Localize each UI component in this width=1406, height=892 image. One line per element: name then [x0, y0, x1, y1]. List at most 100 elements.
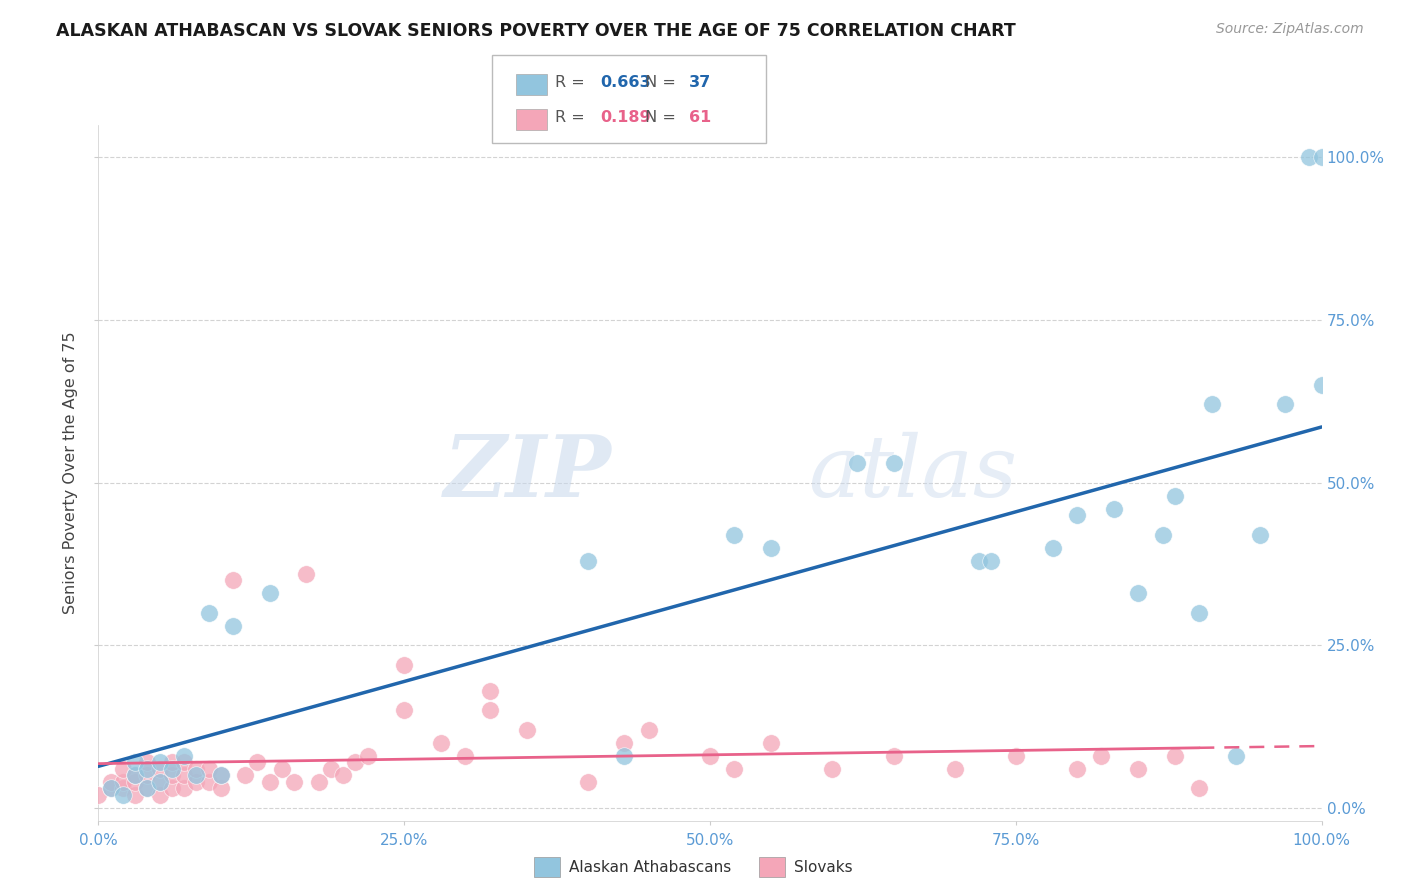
Point [259, 774, 281, 789]
Point [638, 723, 661, 737]
Point [111, 774, 134, 789]
Text: ALASKAN ATHABASCAN VS SLOVAK SENIORS POVERTY OVER THE AGE OF 75 CORRELATION CHAR: ALASKAN ATHABASCAN VS SLOVAK SENIORS POV… [56, 22, 1017, 40]
Point [136, 762, 159, 776]
Point [943, 762, 966, 776]
Point [344, 755, 367, 769]
Point [1042, 541, 1064, 555]
Point [136, 755, 159, 769]
Point [100, 781, 122, 796]
Point [283, 774, 305, 789]
Point [478, 683, 501, 698]
Text: N =: N = [640, 75, 676, 90]
Point [222, 618, 245, 632]
Point [1188, 781, 1211, 796]
Point [1298, 150, 1320, 164]
Text: R =: R = [555, 111, 585, 125]
Point [967, 553, 990, 567]
Text: 61: 61 [689, 111, 711, 125]
Point [1188, 606, 1211, 620]
Point [149, 774, 172, 789]
Point [883, 748, 905, 763]
Point [980, 553, 1002, 567]
Point [111, 762, 134, 776]
Point [1004, 748, 1026, 763]
Point [209, 768, 232, 782]
Point [197, 606, 219, 620]
Point [124, 755, 146, 769]
Point [454, 748, 477, 763]
Text: 0.189: 0.189 [600, 111, 651, 125]
Point [1274, 397, 1296, 411]
Text: ZIP: ZIP [444, 431, 612, 515]
Y-axis label: Seniors Poverty Over the Age of 75: Seniors Poverty Over the Age of 75 [63, 332, 79, 614]
Point [173, 781, 195, 796]
Point [478, 703, 501, 717]
Point [1164, 748, 1187, 763]
Text: atlas: atlas [808, 432, 1017, 514]
Point [149, 774, 172, 789]
Text: Slovaks: Slovaks [794, 860, 853, 874]
Point [100, 774, 122, 789]
Text: 0.663: 0.663 [600, 75, 651, 90]
Point [186, 762, 208, 776]
Point [87, 788, 110, 802]
Point [136, 768, 159, 782]
Point [319, 762, 342, 776]
Point [270, 762, 294, 776]
Point [1152, 527, 1174, 541]
Point [723, 527, 745, 541]
Point [332, 768, 354, 782]
Point [173, 768, 195, 782]
Point [821, 762, 844, 776]
Point [392, 703, 416, 717]
Point [308, 774, 330, 789]
Point [883, 456, 905, 470]
Point [761, 541, 783, 555]
Point [160, 755, 183, 769]
Text: N =: N = [640, 111, 676, 125]
Point [124, 768, 146, 782]
Point [124, 788, 146, 802]
Point [295, 566, 318, 581]
Point [209, 768, 232, 782]
Point [1128, 586, 1150, 600]
Point [209, 781, 232, 796]
Point [149, 788, 172, 802]
Point [149, 755, 172, 769]
Point [124, 774, 146, 789]
Point [392, 657, 416, 672]
Point [845, 456, 868, 470]
Point [246, 755, 269, 769]
Point [259, 586, 281, 600]
Point [111, 781, 134, 796]
Point [222, 573, 245, 587]
Point [699, 748, 721, 763]
Point [100, 781, 122, 796]
Point [576, 553, 599, 567]
Point [136, 781, 159, 796]
Point [136, 781, 159, 796]
Point [1310, 378, 1333, 392]
Point [1066, 508, 1088, 522]
Point [723, 762, 745, 776]
Text: 37: 37 [689, 75, 711, 90]
Text: Alaskan Athabascans: Alaskan Athabascans [569, 860, 731, 874]
Point [111, 788, 134, 802]
Point [1128, 762, 1150, 776]
Point [233, 768, 256, 782]
Point [613, 748, 636, 763]
Point [173, 755, 195, 769]
Point [1164, 489, 1187, 503]
Point [1310, 150, 1333, 164]
Point [160, 768, 183, 782]
Text: Source: ZipAtlas.com: Source: ZipAtlas.com [1216, 22, 1364, 37]
Point [1249, 527, 1271, 541]
Point [1225, 748, 1247, 763]
Point [1201, 397, 1223, 411]
Point [173, 748, 195, 763]
Point [197, 774, 219, 789]
Point [356, 748, 378, 763]
Point [149, 762, 172, 776]
Point [1066, 762, 1088, 776]
Point [1090, 748, 1112, 763]
